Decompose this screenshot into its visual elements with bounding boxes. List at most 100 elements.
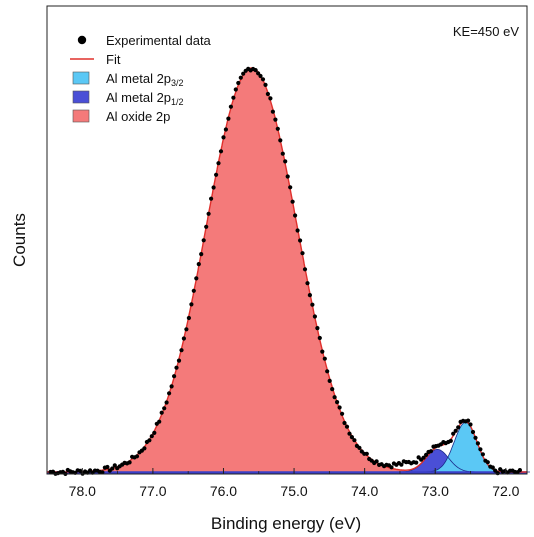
legend-swatch [72, 90, 90, 104]
data-point [105, 464, 110, 470]
data-point [211, 185, 216, 190]
data-point [451, 431, 456, 436]
data-point [485, 460, 490, 465]
legend-label-subscript: 3/2 [171, 78, 184, 88]
data-point [275, 126, 280, 131]
data-point [307, 293, 312, 298]
data-point [335, 400, 340, 405]
data-point [283, 159, 288, 164]
legend-item-oxide: Al oxide 2p [72, 109, 170, 124]
data-point [310, 302, 315, 307]
data-point [110, 466, 115, 471]
data-point [78, 468, 83, 473]
data-point [233, 87, 238, 92]
data-point [164, 400, 169, 405]
data-point [241, 71, 246, 76]
data-point [172, 374, 177, 379]
data-point [194, 276, 199, 281]
data-point [456, 425, 461, 430]
data-point [480, 452, 485, 457]
data-point [330, 387, 335, 392]
plot-area [0, 66, 530, 476]
x-axis-title: Binding energy (eV) [211, 514, 361, 533]
data-point [196, 262, 201, 267]
legend-label: Fit [106, 52, 121, 67]
data-point [206, 211, 211, 216]
data-point [209, 196, 214, 201]
legend-swatch [72, 71, 90, 85]
data-point [179, 348, 184, 353]
data-point [218, 149, 224, 154]
data-point [364, 451, 369, 456]
data-point [270, 109, 275, 114]
data-point [127, 460, 132, 465]
data-point [495, 471, 500, 476]
legend-label-subscript: 1/2 [171, 97, 184, 107]
data-point [389, 465, 394, 470]
data-point [258, 73, 263, 79]
data-point [263, 82, 268, 87]
data-point [327, 378, 332, 383]
data-point [238, 75, 243, 80]
data-point [374, 459, 379, 464]
legend-item-fit: Fit [70, 52, 121, 67]
legend-label: Al metal 2p1/2 [106, 90, 184, 107]
data-point [293, 213, 298, 218]
data-point [199, 252, 204, 257]
x-tick-label: 78.0 [69, 483, 96, 499]
data-point [424, 452, 429, 457]
x-tick-label: 76.0 [210, 483, 237, 499]
data-point [142, 446, 147, 451]
data-point [473, 435, 478, 440]
kinetic-energy-annotation: KE=450 eV [453, 24, 519, 39]
data-point [470, 429, 476, 435]
data-point [169, 384, 174, 389]
x-tick-label: 72.0 [492, 483, 519, 499]
data-point [347, 431, 352, 436]
data-point [517, 468, 523, 473]
metal-2p32-component-area [401, 422, 530, 472]
data-point [214, 172, 219, 177]
data-point [134, 454, 140, 459]
x-tick-label: 75.0 [280, 483, 307, 499]
data-point [475, 441, 480, 446]
data-point [278, 138, 283, 143]
legend-swatch [72, 109, 90, 123]
data-point [204, 224, 209, 229]
data-point [428, 449, 434, 454]
legend-item-metal32: Al metal 2p3/2 [72, 71, 184, 88]
data-point [414, 460, 419, 465]
data-point [332, 395, 337, 400]
data-point [221, 135, 226, 140]
data-point [191, 288, 196, 293]
data-point [174, 365, 179, 370]
data-point [340, 411, 345, 416]
data-point [260, 77, 266, 82]
data-point [231, 95, 236, 100]
data-point [337, 405, 342, 410]
legend-marker [77, 35, 87, 45]
data-point [448, 438, 453, 443]
legend-label: Al metal 2p3/2 [106, 71, 184, 88]
data-point [149, 434, 154, 439]
data-point [112, 463, 117, 468]
data-point [302, 267, 308, 272]
data-point [421, 455, 426, 460]
data-point [342, 420, 347, 426]
y-axis-title: Counts [10, 213, 29, 267]
data-point [184, 327, 189, 332]
x-tick-label: 74.0 [351, 483, 378, 499]
data-point [295, 228, 300, 233]
legend-item-metal12: Al metal 2p1/2 [72, 90, 184, 107]
data-point [189, 302, 194, 307]
data-point [167, 391, 172, 396]
data-point [466, 418, 471, 423]
data-point [256, 71, 261, 76]
data-point [253, 68, 258, 73]
data-point [226, 116, 231, 121]
data-point [223, 127, 228, 132]
data-point [280, 151, 285, 156]
data-point [162, 406, 167, 411]
data-point [298, 238, 303, 243]
